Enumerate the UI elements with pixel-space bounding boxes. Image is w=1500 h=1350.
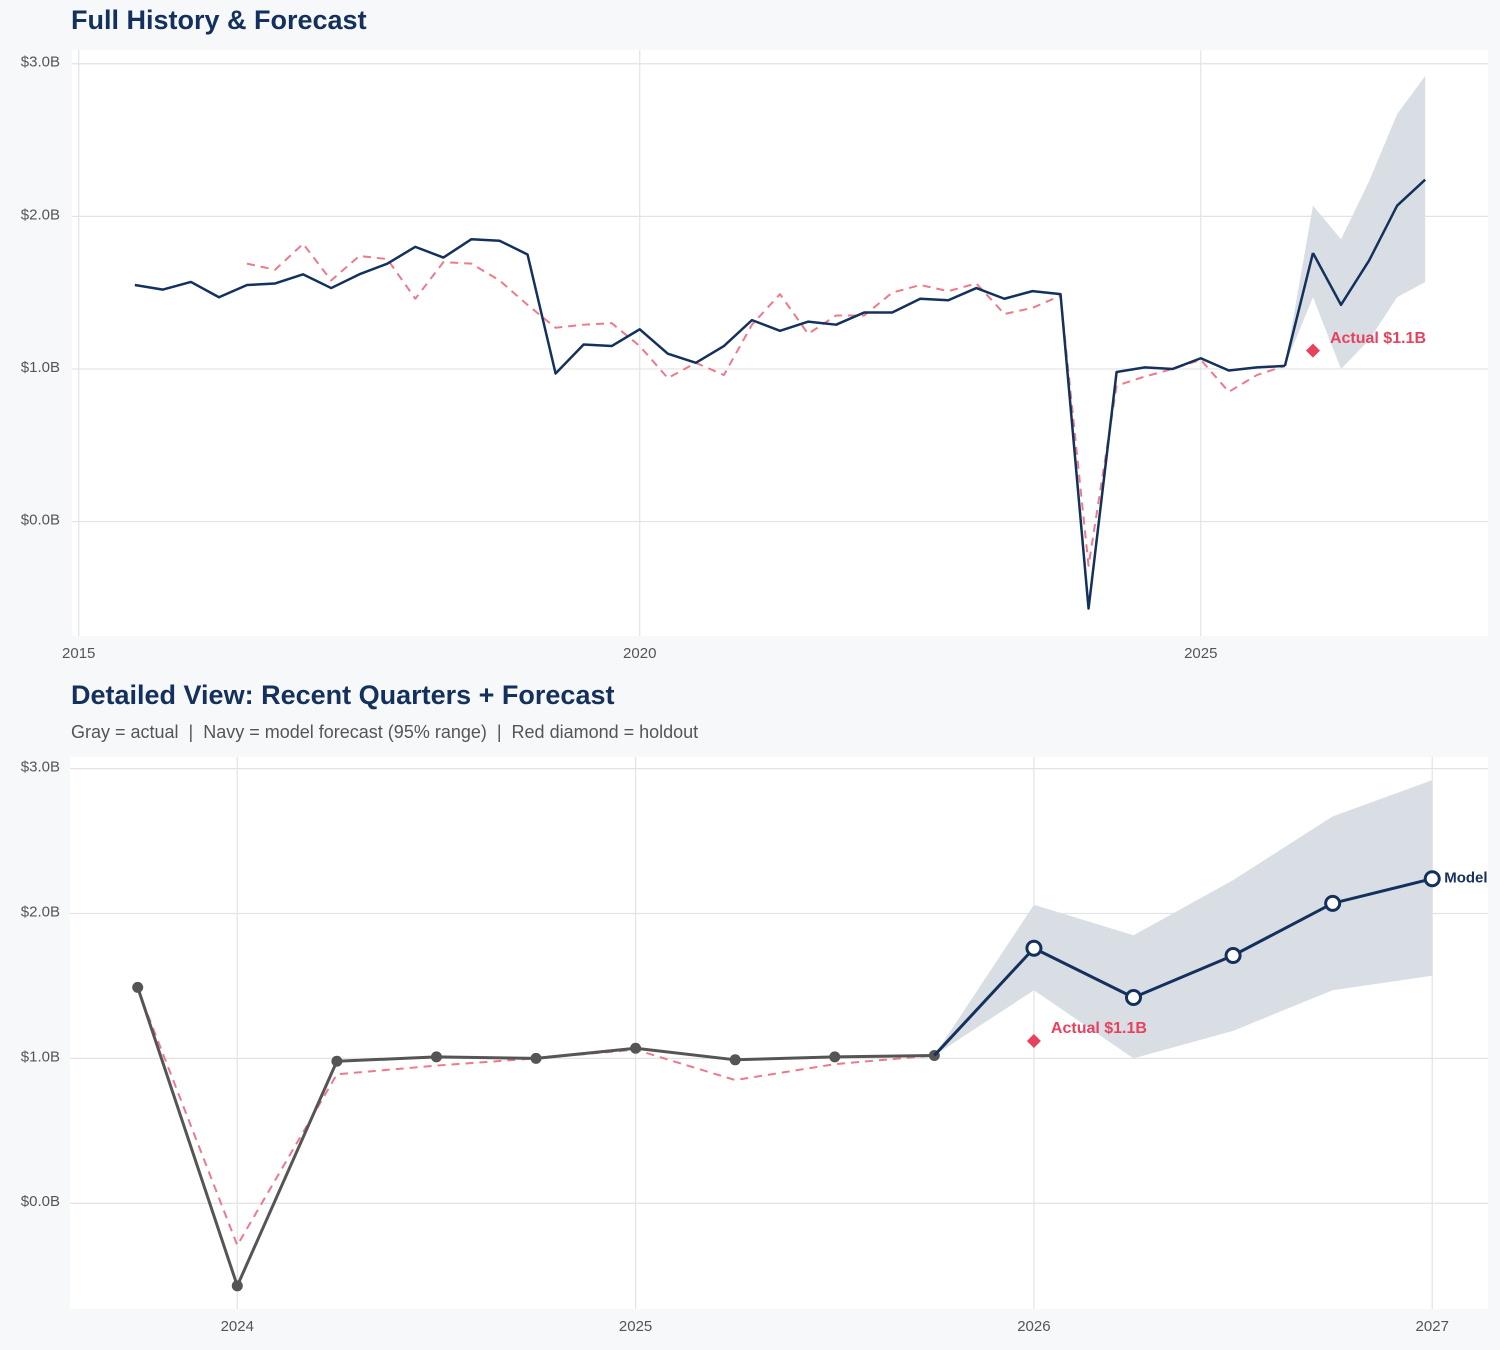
holdout-label: Actual $1.1B — [1330, 330, 1426, 347]
point — [1423, 870, 1441, 888]
plot-area — [70, 757, 1488, 1309]
x-tick-label: 2027 — [1416, 1318, 1449, 1335]
point — [829, 1051, 841, 1063]
point — [1324, 894, 1342, 912]
point — [430, 1051, 442, 1063]
x-tick-label: 2026 — [1017, 1318, 1050, 1335]
y-tick-label: $0.0B — [21, 512, 60, 529]
point — [630, 1042, 642, 1054]
point — [1025, 939, 1043, 957]
confidence-band — [1284, 75, 1426, 369]
y-tick-label: $2.0B — [21, 206, 60, 223]
series-label: Model — [1444, 870, 1487, 887]
y-tick-label: $0.0B — [21, 1193, 60, 1210]
x-tick-label: 2015 — [62, 645, 95, 662]
confidence-band — [934, 780, 1433, 1059]
x-tick-label: 2025 — [1184, 645, 1217, 662]
point — [1224, 946, 1242, 964]
point — [1125, 989, 1142, 1007]
series-line — [1311, 178, 1427, 307]
point — [132, 981, 144, 993]
point — [331, 1055, 343, 1067]
holdout-point — [1305, 343, 1320, 358]
y-tick-label: $2.0B — [21, 903, 60, 920]
connector — [933, 947, 1036, 1057]
chart-title: Full History & Forecast — [71, 5, 367, 35]
chart-subtitle: Gray = actual | Navy = model forecast (9… — [71, 722, 698, 742]
chart-title: Detailed View: Recent Quarters + Forecas… — [71, 680, 614, 710]
point — [729, 1054, 741, 1066]
x-tick-label: 2025 — [619, 1318, 652, 1335]
layer: $0.0B $1.0B $2.0B $3.0B 2015 2020 2025 Actual $… — [21, 50, 1488, 1335]
y-tick-label: $3.0B — [21, 54, 60, 71]
x-tick-label: 2024 — [221, 1318, 254, 1335]
y-tick-label: $3.0B — [21, 759, 60, 776]
holdout-label: Actual $1.1B — [1051, 1020, 1147, 1037]
series-line — [134, 237, 1285, 610]
holdout-point — [1026, 1033, 1041, 1048]
point — [530, 1052, 542, 1064]
connector — [1283, 252, 1315, 367]
point — [231, 1280, 243, 1292]
x-tick-label: 2020 — [623, 645, 656, 662]
y-tick-label: $1.0B — [21, 1048, 60, 1065]
plot-area — [72, 50, 1488, 636]
y-tick-label: $1.0B — [21, 359, 60, 376]
